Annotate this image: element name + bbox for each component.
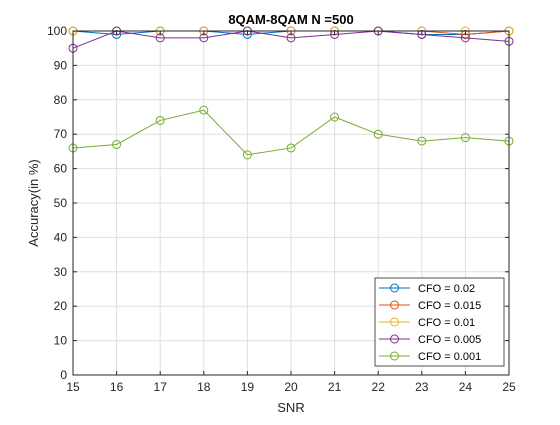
y-axis-title: Accuracy(in %)	[26, 159, 41, 246]
legend: CFO = 0.02 CFO = 0.015 CFO = 0.01 CFO = 0.0…	[374, 277, 505, 367]
y-tick-label: 100	[47, 24, 67, 38]
data-point	[330, 29, 340, 39]
x-tick-label: 16	[110, 380, 124, 394]
data-point	[373, 129, 383, 139]
legend-entry: CFO = 0.005	[379, 334, 481, 346]
x-tick-label: 18	[197, 380, 211, 394]
legend-entry: CFO = 0.015	[379, 300, 481, 312]
legend-marker	[390, 317, 399, 327]
y-tick-label: 30	[54, 265, 68, 279]
x-tick-label: 25	[502, 380, 516, 394]
series-line	[72, 109, 510, 156]
legend-marker	[390, 334, 399, 344]
data-point	[460, 133, 470, 143]
data-point	[286, 143, 296, 153]
legend-entry: CFO = 0.001	[379, 351, 481, 363]
data-point	[155, 115, 165, 125]
data-point	[417, 29, 427, 39]
legend-marker	[390, 351, 399, 361]
legend-entry: CFO = 0.02	[379, 283, 475, 295]
data-point	[242, 150, 252, 160]
legend-label: CFO = 0.015	[418, 300, 481, 312]
y-tick-label: 20	[54, 299, 68, 313]
x-tick-label: 23	[415, 380, 429, 394]
x-tick-label: 17	[154, 380, 168, 394]
x-tick-label: 24	[459, 380, 473, 394]
x-tick-label: 22	[372, 380, 386, 394]
x-tick-label: 21	[328, 380, 342, 394]
legend-label: CFO = 0.005	[418, 334, 481, 346]
tick-layer: 15 16 17 18 19 20 21 22 23 24 25 0 10 20 30 40 50 60 70 80 9…	[47, 24, 516, 394]
legend-marker	[390, 300, 399, 310]
data-point	[242, 29, 252, 39]
data-point	[199, 105, 209, 115]
y-tick-label: 80	[54, 93, 68, 107]
data-point	[460, 29, 470, 39]
chart-title: 8QAM-8QAM N =500	[228, 12, 353, 27]
y-tick-label: 40	[54, 230, 68, 244]
legend-label: CFO = 0.02	[418, 283, 475, 295]
y-tick-label: 90	[54, 58, 68, 72]
x-tick-label: 15	[66, 380, 80, 394]
data-point	[112, 29, 122, 39]
x-tick-label: 20	[284, 380, 298, 394]
x-tick-label: 19	[241, 380, 255, 394]
y-tick-label: 10	[54, 334, 68, 348]
legend-label: CFO = 0.001	[418, 351, 481, 363]
x-axis-title: SNR	[277, 400, 304, 415]
data-point	[112, 140, 122, 150]
legend-marker	[390, 283, 399, 293]
series-line	[72, 30, 510, 49]
data-point	[417, 136, 427, 146]
y-tick-label: 60	[54, 162, 68, 176]
y-tick-label: 70	[54, 127, 68, 141]
legend-entry: CFO = 0.01	[379, 317, 475, 329]
y-tick-label: 0	[60, 368, 67, 382]
legend-label: CFO = 0.01	[418, 317, 475, 329]
y-tick-label: 50	[54, 196, 68, 210]
data-point	[330, 112, 340, 122]
